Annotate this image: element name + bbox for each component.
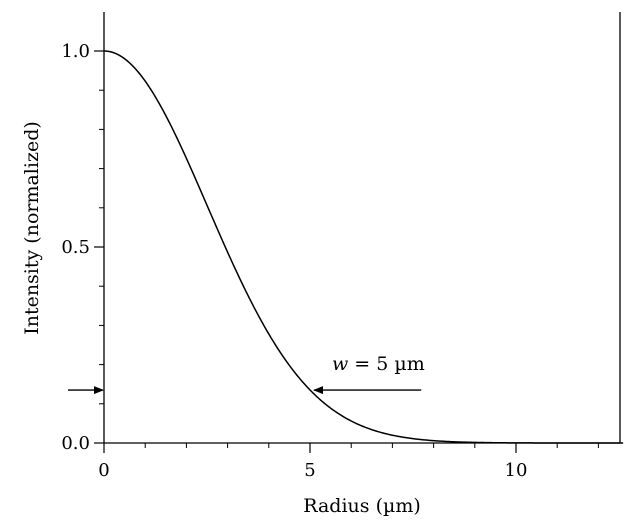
y-tick-label: 0.0 bbox=[61, 433, 90, 454]
beam-radius-label: w = 5 µm bbox=[332, 353, 425, 375]
x-tick-label: 5 bbox=[304, 460, 315, 481]
annotation-layer: w = 5 µm bbox=[68, 353, 425, 395]
y-tick-label: 0.5 bbox=[61, 237, 90, 258]
y-axis-label: Intensity (normalized) bbox=[21, 121, 43, 335]
y-tick-label: 1.0 bbox=[61, 41, 90, 62]
curve-layer bbox=[103, 50, 624, 444]
beam-radius-symbol: w bbox=[332, 353, 348, 375]
plot-frame bbox=[103, 12, 621, 444]
beam-radius-value: = 5 µm bbox=[348, 353, 425, 375]
minor-ticks bbox=[99, 89, 599, 448]
tick-layer: 0.0 0.5 1.0 0 5 10 bbox=[61, 41, 527, 481]
series-line bbox=[103, 50, 624, 444]
x-tick-label: 10 bbox=[505, 460, 528, 481]
x-axis-label: Radius (µm) bbox=[303, 495, 421, 517]
x-tick-label: 0 bbox=[98, 460, 109, 481]
